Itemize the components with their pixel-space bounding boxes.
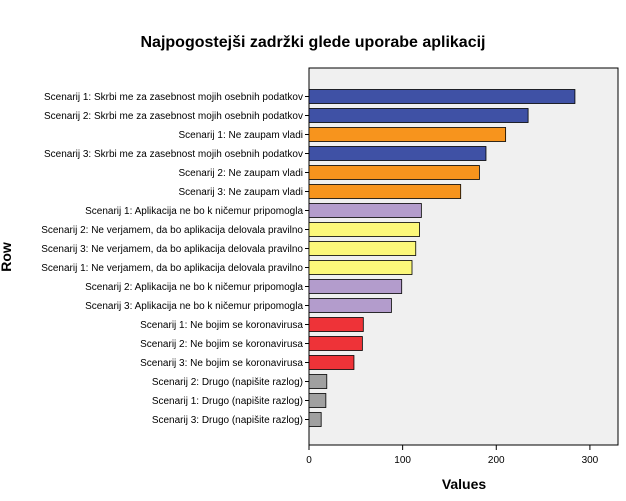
chart-title: Najpogostejši zadržki glede uporabe apli… [140, 34, 486, 51]
bar [308, 241, 417, 256]
bar [308, 127, 507, 142]
category-label: Scenarij 3: Aplikacija ne bo k ničemur p… [85, 301, 303, 312]
category-label: Scenarij 1: Aplikacija ne bo k ničemur p… [85, 206, 303, 217]
category-label: Scenarij 2: Drugo (napišite razlog) [152, 377, 303, 388]
category-label: Scenarij 3: Skrbi me za zasebnost mojih … [44, 149, 303, 160]
x-tick-label: 200 [488, 455, 505, 466]
category-label: Scenarij 1: Ne zaupam vladi [178, 130, 303, 141]
category-label: Scenarij 1: Ne bojim se koronavirusa [140, 320, 303, 331]
x-tick-label: 0 [306, 455, 312, 466]
y-axis-title: Row [0, 242, 14, 272]
category-label: Scenarij 3: Ne zaupam vladi [178, 187, 303, 198]
plot-area [308, 67, 619, 446]
x-axis-title: Values [442, 476, 487, 492]
bar [308, 317, 364, 332]
bar [308, 412, 322, 427]
bar [308, 279, 403, 294]
bar [308, 108, 529, 123]
bar [308, 165, 480, 180]
bar [308, 374, 328, 389]
bar [308, 355, 355, 370]
category-label: Scenarij 2: Aplikacija ne bo k ničemur p… [85, 282, 303, 293]
category-label: Scenarij 1: Skrbi me za zasebnost mojih … [44, 92, 303, 103]
bar [308, 203, 422, 218]
category-label: Scenarij 3: Ne verjamem, da bo aplikacij… [41, 244, 303, 255]
bar [308, 298, 392, 313]
category-label: Scenarij 1: Drugo (napišite razlog) [152, 396, 303, 407]
category-label: Scenarij 3: Drugo (napišite razlog) [152, 415, 303, 426]
bar [308, 260, 413, 275]
category-label: Scenarij 2: Ne zaupam vladi [178, 168, 303, 179]
bar [308, 222, 420, 237]
x-tick-label: 300 [582, 455, 599, 466]
category-label: Scenarij 1: Ne verjamem, da bo aplikacij… [41, 263, 303, 274]
bar [308, 89, 576, 104]
category-label: Scenarij 2: Skrbi me za zasebnost mojih … [44, 111, 303, 122]
x-tick-label: 100 [394, 455, 411, 466]
bar [308, 184, 462, 199]
category-label: Scenarij 2: Ne verjamem, da bo aplikacij… [41, 225, 303, 236]
category-label: Scenarij 2: Ne bojim se koronavirusa [140, 339, 303, 350]
category-label: Scenarij 3: Ne bojim se koronavirusa [140, 358, 303, 369]
bar [308, 393, 327, 408]
bar [308, 336, 363, 351]
bar [308, 146, 487, 161]
